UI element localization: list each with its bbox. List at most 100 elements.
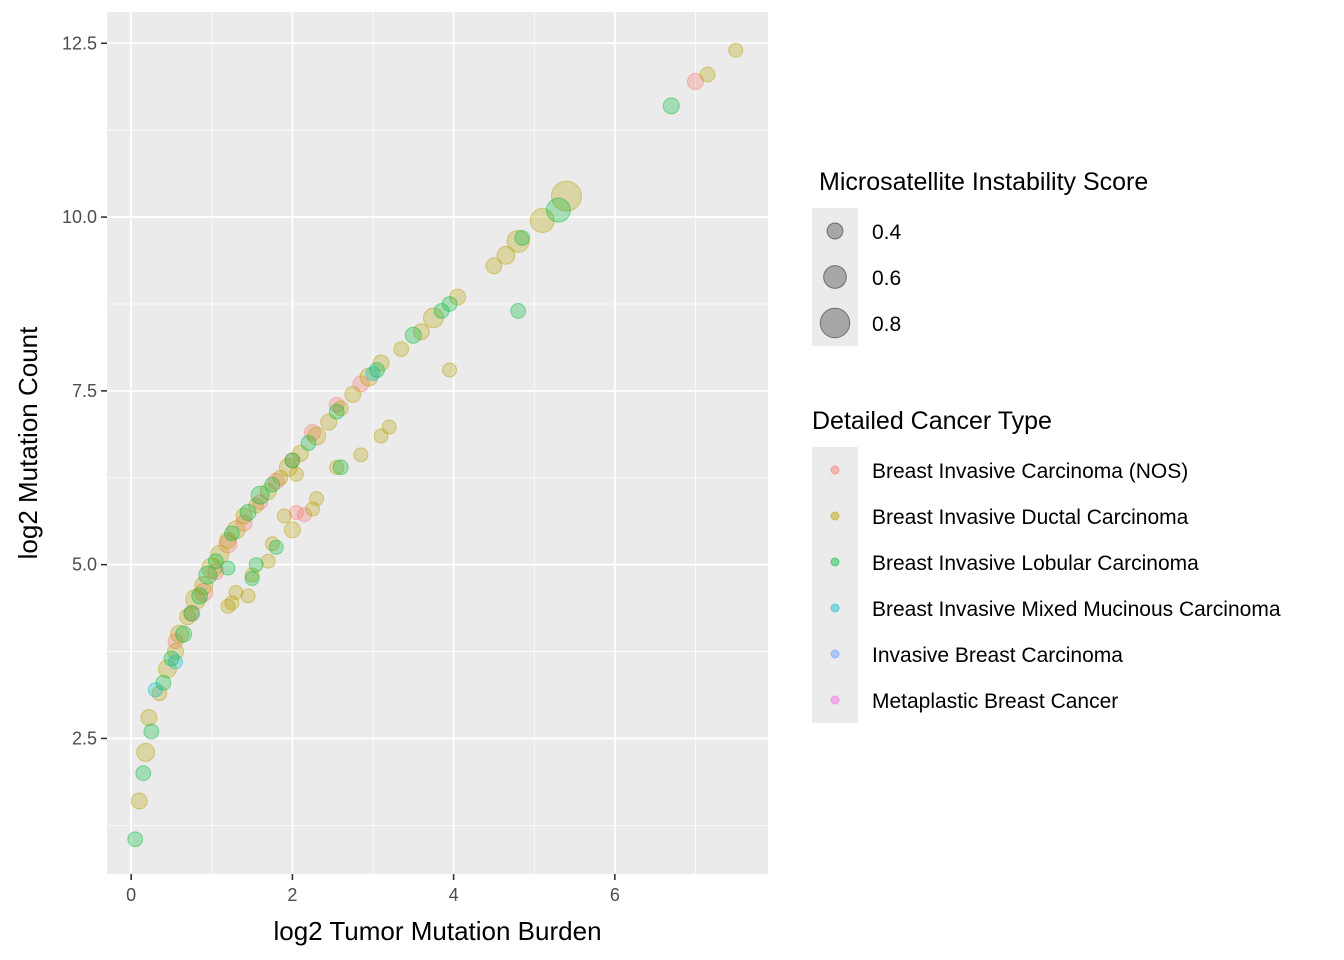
size-legend-label: 0.6 (872, 267, 901, 290)
size-legend-key-background (812, 208, 858, 346)
major-gridlines (107, 12, 768, 874)
data-point (449, 288, 467, 306)
data-point (373, 428, 389, 444)
data-point (239, 504, 257, 522)
data-point (353, 447, 369, 463)
data-point (359, 367, 379, 387)
data-point (168, 654, 184, 670)
data-point (127, 831, 144, 848)
data-point (268, 539, 284, 555)
data-point (210, 544, 230, 564)
size-legend: Microsatellite Instability Score 0.4 0.6 0… (812, 168, 1148, 346)
color-legend-label: Metaplastic Breast Cancer (872, 690, 1118, 713)
data-point (163, 650, 180, 667)
data-point (329, 459, 345, 475)
data-point (151, 685, 168, 702)
color-legend-key (830, 695, 840, 705)
data-point (332, 459, 349, 476)
x-tick-label: 0 (126, 885, 136, 905)
data-point (170, 624, 190, 644)
data-point (185, 588, 207, 610)
data-point (328, 396, 345, 413)
color-legend-key (830, 511, 840, 521)
x-tick-label: 2 (287, 885, 297, 905)
size-legend-key (819, 307, 851, 339)
data-point (218, 534, 238, 554)
size-legend-label: 0.8 (872, 313, 901, 336)
data-point (194, 582, 214, 602)
size-legend-title: Microsatellite Instability Score (819, 168, 1148, 196)
data-point (300, 435, 317, 451)
color-legend: Detailed Cancer Type Breast Invasive Car… (812, 407, 1281, 723)
data-point (288, 505, 304, 521)
data-point (175, 625, 193, 643)
data-point (235, 507, 253, 525)
data-point (136, 742, 156, 762)
data-point (662, 97, 680, 115)
color-legend-label: Breast Invasive Ductal Carcinoma (872, 506, 1189, 529)
data-point (194, 576, 214, 596)
data-point (529, 208, 555, 234)
data-point (147, 682, 163, 698)
data-point (226, 520, 246, 540)
data-point (259, 483, 277, 501)
data-point (433, 303, 450, 319)
color-legend-key (830, 557, 840, 567)
data-point (140, 709, 158, 727)
data-point (510, 303, 527, 319)
data-point (550, 180, 582, 212)
y-tick-label: 10.0 (62, 207, 97, 227)
color-legend-label: Breast Invasive Lobular Carcinoma (872, 552, 1199, 575)
data-point (240, 588, 256, 604)
color-legend-key (830, 603, 840, 613)
y-axis-ticks: 2.5 5.0 7.5 10.0 12.5 (62, 33, 107, 748)
data-point (545, 197, 571, 223)
data-point (381, 419, 397, 435)
color-legend-title: Detailed Cancer Type (812, 407, 1052, 435)
data-point (244, 571, 260, 587)
data-point (442, 362, 458, 378)
minor-gridlines (107, 12, 768, 874)
plot-panel (107, 12, 768, 874)
data-point (296, 507, 312, 523)
data-point (514, 230, 531, 246)
y-tick-label: 5.0 (72, 555, 97, 575)
data-point (332, 400, 349, 417)
size-legend-key (823, 265, 847, 289)
data-point (130, 792, 148, 810)
data-point (264, 536, 280, 552)
data-point (224, 595, 240, 611)
data-point (135, 765, 152, 782)
color-legend-key-background (812, 447, 858, 723)
data-point (220, 560, 236, 576)
data-point (191, 587, 209, 605)
data-point (278, 457, 298, 477)
data-point (283, 521, 301, 539)
data-point (264, 476, 281, 493)
x-axis-ticks: 0 2 4 6 (126, 874, 620, 905)
data-point (272, 469, 289, 486)
color-legend-label: Breast Invasive Mixed Mucinous Carcinoma (872, 598, 1281, 621)
data-point (260, 553, 276, 569)
data-point (167, 643, 185, 661)
data-point (412, 323, 430, 341)
data-point (155, 674, 172, 691)
data-point (699, 66, 716, 83)
y-tick-label: 12.5 (62, 33, 97, 53)
data-point (485, 257, 503, 275)
data-point (309, 491, 325, 507)
data-point (305, 501, 321, 517)
data-point (183, 604, 201, 622)
data-point (344, 385, 362, 403)
data-point (728, 42, 744, 58)
data-point (304, 424, 322, 442)
data-point (352, 375, 370, 393)
data-point (167, 633, 184, 650)
data-point (506, 229, 530, 253)
data-point (288, 466, 304, 482)
data-point (207, 563, 225, 581)
y-axis-title: log2 Mutation Count (13, 326, 43, 559)
color-legend-label: Invasive Breast Carcinoma (872, 644, 1123, 667)
size-legend-key (826, 222, 844, 240)
